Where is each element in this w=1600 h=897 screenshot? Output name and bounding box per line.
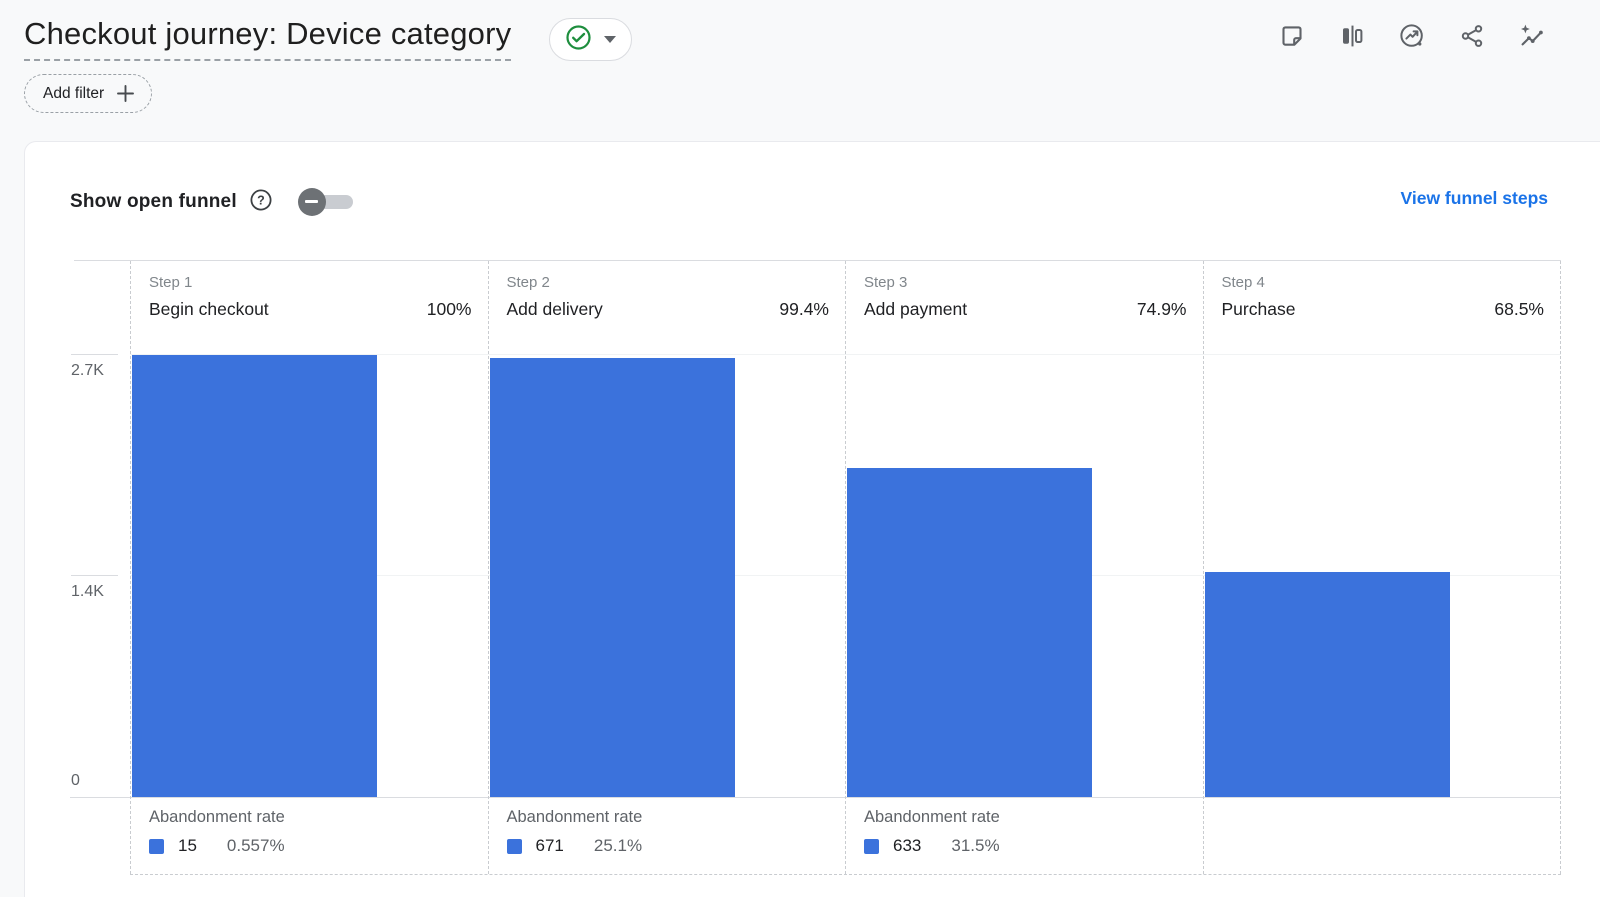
help-icon[interactable]: ?: [249, 188, 273, 215]
y-tick-label: 2.7K: [71, 362, 104, 379]
funnel-column-step-2: Step 2 Add delivery 99.4% Abandonment ra…: [487, 261, 846, 874]
abandonment-legend-swatch: [149, 838, 164, 854]
step-header: Step 3 Add payment 74.9%: [846, 261, 1203, 354]
abandonment-legend-swatch: [864, 838, 879, 854]
plus-icon: [117, 85, 135, 102]
zero-axis-line: [70, 797, 1561, 798]
step-label: Step 2: [506, 274, 550, 291]
abandonment-block: Abandonment rate 15 0.557%: [131, 797, 488, 874]
toggle-knob: [297, 187, 326, 216]
funnel-bar-step-1[interactable]: [132, 355, 377, 797]
abandonment-rate: 0.557%: [226, 836, 285, 855]
step-name: Begin checkout: [149, 299, 269, 319]
funnel-bar-step-3[interactable]: [847, 467, 1092, 797]
status-check-icon: [565, 24, 592, 56]
y-tick-label: 1.4K: [71, 583, 104, 600]
open-funnel-toggle[interactable]: [297, 187, 353, 216]
y-tick-label: 0: [71, 772, 80, 789]
chevron-down-icon: [604, 36, 616, 43]
insights-icon[interactable]: [1398, 22, 1426, 50]
add-filter-label: Add filter: [43, 84, 105, 102]
abandonment-block: Abandonment rate 633 31.5%: [846, 797, 1203, 874]
funnel-controls: Show open funnel ?: [70, 187, 353, 216]
note-icon[interactable]: [1278, 22, 1306, 50]
abandonment-legend-swatch: [506, 838, 522, 854]
abandonment-rate: 31.5%: [951, 836, 1000, 855]
abandonment-count: 15: [178, 836, 197, 855]
step-plot-area: [489, 354, 846, 797]
step-completion-rate: 99.4%: [779, 299, 829, 319]
toolbar: [1278, 22, 1546, 50]
y-tick: [71, 575, 118, 576]
funnel-chart: 2.7K 1.4K 0 Step 1 Begin checkout 100% A…: [70, 260, 1561, 875]
funnel-column-step-3: Step 3 Add payment 74.9% Abandonment rat…: [845, 261, 1203, 874]
step-completion-rate: 74.9%: [1136, 299, 1187, 319]
abandonment-label: Abandonment rate: [149, 808, 285, 826]
step-name: Add delivery: [506, 299, 603, 319]
compare-columns-icon[interactable]: [1338, 22, 1366, 50]
abandonment-label: Abandonment rate: [864, 808, 1000, 826]
step-header: Step 2 Add delivery 99.4%: [489, 261, 846, 354]
step-completion-rate: 100%: [426, 299, 472, 319]
page-title[interactable]: Checkout journey: Device category: [24, 16, 512, 61]
step-name: Add payment: [864, 299, 968, 319]
funnel-panel: Show open funnel ? View funnel steps 2.7…: [24, 141, 1600, 897]
title-status-badge[interactable]: [549, 18, 632, 61]
share-icon[interactable]: [1458, 22, 1486, 50]
y-tick: [71, 354, 118, 355]
svg-text:?: ?: [257, 193, 265, 207]
abandonment-label: Abandonment rate: [506, 808, 643, 826]
abandonment-count: 671: [535, 836, 564, 855]
abandonment-count: 633: [893, 836, 922, 855]
view-funnel-steps-link[interactable]: View funnel steps: [1400, 188, 1549, 208]
add-filter-button[interactable]: Add filter: [24, 74, 153, 113]
show-open-funnel-label: Show open funnel: [70, 190, 237, 212]
step-plot-area: [1204, 354, 1561, 797]
funnel-column-step-4: Step 4 Purchase 68.5%: [1202, 261, 1561, 874]
funnel-bar-step-4[interactable]: [1204, 571, 1450, 797]
funnel-bar-step-2[interactable]: [489, 357, 735, 797]
step-header: Step 4 Purchase 68.5%: [1204, 261, 1561, 354]
step-name: Purchase: [1221, 299, 1296, 319]
chart-bottom-border: [130, 874, 1561, 875]
funnel-columns: Step 1 Begin checkout 100% Abandonment r…: [130, 261, 1561, 874]
trend-sparkle-icon[interactable]: [1518, 22, 1546, 50]
abandonment-block-empty: [1204, 797, 1561, 874]
abandonment-block: Abandonment rate 671 25.1%: [489, 797, 846, 874]
step-label: Step 3: [864, 274, 908, 291]
step-plot-area: [846, 354, 1203, 797]
step-completion-rate: 68.5%: [1494, 299, 1544, 319]
abandonment-rate: 25.1%: [593, 836, 643, 855]
step-label: Step 4: [1221, 274, 1265, 291]
step-header: Step 1 Begin checkout 100%: [131, 261, 488, 354]
funnel-column-step-1: Step 1 Begin checkout 100% Abandonment r…: [130, 261, 488, 874]
step-plot-area: [131, 354, 488, 797]
step-label: Step 1: [149, 274, 193, 291]
